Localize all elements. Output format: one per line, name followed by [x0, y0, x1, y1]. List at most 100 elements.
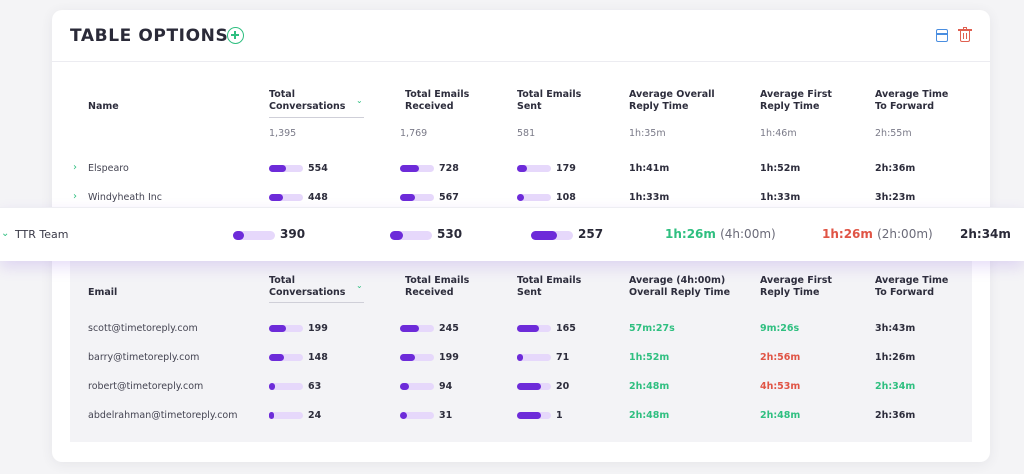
- sent-value: 179: [556, 163, 576, 174]
- trash-icon[interactable]: [958, 27, 972, 42]
- total-sent: 581: [517, 128, 536, 139]
- received-value: 245: [439, 323, 459, 334]
- layout-icon[interactable]: [936, 29, 948, 42]
- conversations-bar: [269, 383, 303, 390]
- sent-bar: [531, 231, 573, 240]
- total-first-reply: 1h:46m: [760, 128, 797, 139]
- overall-reply-value: 1h:52m: [629, 352, 670, 363]
- row-email: abdelrahman@timetoreply.com: [88, 410, 238, 421]
- forward-value: 1h:26m: [875, 352, 916, 363]
- first-reply-value: 2h:56m: [760, 352, 801, 363]
- sent-bar: [517, 165, 551, 172]
- first-reply-value: 4h:53m: [760, 381, 801, 392]
- forward-value: 2h:36m: [875, 163, 916, 174]
- conversations-value: 448: [308, 192, 328, 203]
- first-reply-value: 1h:33m: [760, 192, 801, 203]
- conversations-value: 148: [308, 352, 328, 363]
- conversations-bar: [269, 354, 303, 361]
- received-bar: [400, 354, 434, 361]
- row-email: robert@timetoreply.com: [88, 381, 204, 392]
- received-bar: [400, 194, 434, 201]
- sort-underline: [269, 117, 364, 118]
- received-bar: [390, 231, 432, 240]
- col-header-email[interactable]: Email: [88, 287, 118, 298]
- col-header-overall-reply[interactable]: Average (4h:00m) Overall Reply Time: [629, 275, 731, 298]
- row-name: Elspearo: [88, 163, 129, 174]
- col-header-conversations[interactable]: Total Conversations: [269, 275, 346, 298]
- received-bar: [400, 325, 434, 332]
- received-bar: [400, 165, 434, 172]
- chevron-right-icon[interactable]: ›: [73, 191, 77, 202]
- sent-bar: [517, 194, 551, 201]
- col-header-conversations[interactable]: Total Conversations: [269, 89, 346, 112]
- sent-value: 20: [556, 381, 570, 392]
- first-reply-value: 1h:52m: [760, 163, 801, 174]
- received-value: 31: [439, 410, 453, 421]
- received-value: 530: [437, 227, 463, 241]
- sort-chevron-icon[interactable]: ⌄: [356, 281, 363, 290]
- sent-bar: [517, 354, 551, 361]
- sent-bar: [517, 325, 551, 332]
- overall-reply-value: 1h:33m: [629, 192, 670, 203]
- received-value: 567: [439, 192, 459, 203]
- row-email: scott@timetoreply.com: [88, 323, 198, 334]
- total-overall-reply: 1h:35m: [629, 128, 666, 139]
- conversations-bar: [233, 231, 275, 240]
- col-header-sent[interactable]: Total Emails Sent: [517, 89, 582, 112]
- overall-reply-value: 57m:27s: [629, 323, 675, 334]
- received-value: 728: [439, 163, 459, 174]
- col-header-first-reply[interactable]: Average First Reply Time: [760, 275, 832, 298]
- col-header-name[interactable]: Name: [88, 101, 119, 112]
- card-header: TABLE OPTIONS: [52, 10, 990, 62]
- expanded-panel: [70, 261, 972, 442]
- conversations-value: 199: [308, 323, 328, 334]
- first-reply-value: 9m:26s: [760, 323, 800, 334]
- overall-reply-value: 1h:26m (4h:00m): [665, 227, 776, 241]
- conversations-value: 24: [308, 410, 322, 421]
- col-header-forward[interactable]: Average Time To Forward: [875, 89, 949, 112]
- sent-value: 257: [578, 227, 604, 241]
- forward-value: 2h:34m: [960, 227, 1011, 241]
- row-name: Windyheath Inc: [88, 192, 162, 203]
- forward-value: 2h:36m: [875, 410, 916, 421]
- col-header-received[interactable]: Total Emails Received: [405, 275, 470, 298]
- conversations-value: 63: [308, 381, 322, 392]
- first-reply-value: 2h:48m: [760, 410, 801, 421]
- chevron-down-icon[interactable]: ⌄: [1, 228, 10, 239]
- add-icon[interactable]: [227, 27, 244, 44]
- forward-value: 2h:34m: [875, 381, 916, 392]
- received-bar: [400, 412, 434, 419]
- chevron-right-icon[interactable]: ›: [73, 162, 77, 173]
- sent-value: 1: [556, 410, 563, 421]
- total-received: 1,769: [400, 128, 428, 139]
- total-conversations: 1,395: [269, 128, 297, 139]
- col-header-first-reply[interactable]: Average First Reply Time: [760, 89, 832, 112]
- conversations-bar: [269, 194, 303, 201]
- conversations-bar: [269, 165, 303, 172]
- row-email: barry@timetoreply.com: [88, 352, 200, 363]
- total-forward: 2h:55m: [875, 128, 912, 139]
- overall-reply-value: 1h:41m: [629, 163, 670, 174]
- received-value: 199: [439, 352, 459, 363]
- sent-bar: [517, 412, 551, 419]
- conversations-bar: [269, 325, 303, 332]
- sent-value: 71: [556, 352, 570, 363]
- sent-value: 108: [556, 192, 576, 203]
- first-reply-value: 1h:26m (2h:00m): [822, 227, 933, 241]
- team-row[interactable]: ⌄ TTR Team 390 530 257 1h:26m (4h:00m) 1…: [0, 207, 1024, 261]
- col-header-overall-reply[interactable]: Average Overall Reply Time: [629, 89, 715, 112]
- col-header-forward[interactable]: Average Time To Forward: [875, 275, 949, 298]
- conversations-value: 390: [280, 227, 306, 241]
- conversations-bar: [269, 412, 303, 419]
- conversations-value: 554: [308, 163, 328, 174]
- col-header-sent[interactable]: Total Emails Sent: [517, 275, 582, 298]
- received-value: 94: [439, 381, 453, 392]
- sort-chevron-icon[interactable]: ⌄: [356, 96, 363, 105]
- col-header-received[interactable]: Total Emails Received: [405, 89, 470, 112]
- sort-underline: [269, 302, 364, 303]
- sent-bar: [517, 383, 551, 390]
- forward-value: 3h:23m: [875, 192, 916, 203]
- page-title: TABLE OPTIONS: [70, 26, 229, 46]
- received-bar: [400, 383, 434, 390]
- forward-value: 3h:43m: [875, 323, 916, 334]
